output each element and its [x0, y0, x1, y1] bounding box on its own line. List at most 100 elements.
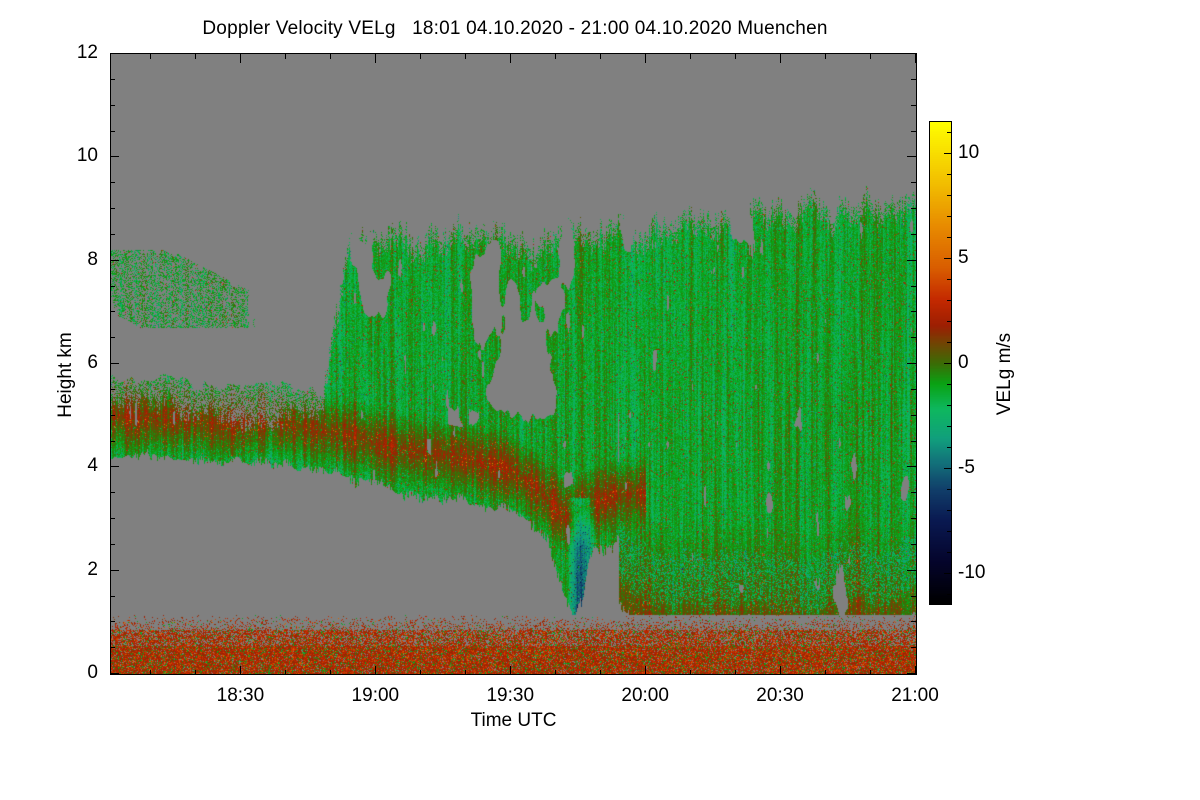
colorbar-tick-major	[944, 258, 952, 259]
y-tick-right	[911, 389, 916, 390]
colorbar-tick-minor	[947, 489, 952, 490]
x-tick-minor	[870, 670, 871, 675]
radar-heatmap-canvas	[111, 54, 916, 674]
y-tick-right	[911, 415, 916, 416]
x-tick-top	[690, 54, 691, 59]
colorbar-tick-major	[944, 153, 952, 154]
x-tick-top	[240, 54, 241, 63]
x-tick-top	[825, 54, 826, 59]
colorbar-tick-minor	[947, 342, 952, 343]
y-tick-right	[911, 286, 916, 287]
y-tick-right	[911, 337, 916, 338]
x-tick-top	[735, 54, 736, 59]
y-tick-minor	[110, 441, 115, 442]
colorbar-tick-label: 0	[958, 352, 969, 373]
x-tick-major	[510, 666, 511, 675]
y-tick-right	[911, 79, 916, 80]
x-tick-top	[645, 54, 646, 63]
y-tick-right	[907, 673, 916, 674]
radar-plot-area[interactable]	[110, 53, 917, 675]
colorbar-tick-minor	[947, 216, 952, 217]
colorbar-tick-major	[944, 573, 952, 574]
y-tick-minor	[110, 621, 115, 622]
x-tick-minor	[690, 670, 691, 675]
x-tick-minor	[600, 670, 601, 675]
y-tick-minor	[110, 492, 115, 493]
y-tick-right	[911, 492, 916, 493]
x-tick-minor	[195, 670, 196, 675]
x-tick-top	[780, 54, 781, 63]
y-tick-right	[911, 441, 916, 442]
y-tick-label: 6	[87, 352, 98, 373]
y-tick-right	[911, 182, 916, 183]
y-tick-label: 2	[87, 558, 98, 580]
colorbar-tick-minor	[947, 552, 952, 553]
y-tick-minor	[110, 544, 115, 545]
y-tick-right	[911, 647, 916, 648]
y-axis-title: Height km	[55, 332, 76, 418]
plot-title: Doppler Velocity VELg 18:01 04.10.2020 -…	[202, 18, 828, 39]
colorbar-tick-minor	[947, 300, 952, 301]
y-tick-minor	[110, 311, 115, 312]
x-tick-minor	[555, 670, 556, 675]
x-tick-top	[600, 54, 601, 59]
y-tick-major	[110, 570, 119, 571]
colorbar-tick-minor	[947, 321, 952, 322]
x-tick-top	[150, 54, 151, 59]
y-tick-minor	[110, 518, 115, 519]
y-tick-minor	[110, 286, 115, 287]
colorbar-tick-minor	[947, 132, 952, 133]
y-tick-right	[907, 53, 916, 54]
y-tick-label: 4	[87, 455, 98, 477]
y-tick-minor	[110, 131, 115, 132]
colorbar-tick-label: 5	[958, 247, 969, 269]
x-tick-label: 19:30	[486, 685, 535, 706]
y-tick-right	[911, 621, 916, 622]
x-tick-top	[420, 54, 421, 59]
colorbar-tick-minor	[947, 384, 952, 385]
x-tick-label: 20:30	[756, 685, 804, 706]
y-tick-right	[907, 466, 916, 467]
y-tick-minor	[110, 105, 115, 106]
colorbar-tick-minor	[947, 510, 952, 511]
colorbar-tick-minor	[947, 531, 952, 532]
x-tick-top	[330, 54, 331, 59]
y-tick-minor	[110, 389, 115, 390]
x-tick-major	[240, 666, 241, 675]
x-tick-minor	[825, 670, 826, 675]
x-tick-top	[555, 54, 556, 59]
y-tick-major	[110, 363, 119, 364]
x-tick-label: 20:00	[621, 685, 669, 706]
x-tick-top	[285, 54, 286, 59]
x-tick-label: 18:30	[216, 685, 265, 706]
colorbar-tick-minor	[947, 174, 952, 175]
x-tick-top	[870, 54, 871, 59]
y-tick-major	[110, 156, 119, 157]
colorbar-tick-minor	[947, 195, 952, 196]
x-tick-major	[780, 666, 781, 675]
x-tick-top	[915, 54, 916, 63]
y-tick-right	[911, 518, 916, 519]
y-tick-minor	[110, 596, 115, 597]
colorbar-tick-minor	[947, 426, 952, 427]
x-tick-top	[510, 54, 511, 63]
y-tick-label: 8	[87, 248, 98, 270]
colorbar-title: VELg m/s	[994, 332, 1015, 416]
colorbar-tick-label: 10	[958, 142, 980, 164]
x-tick-major	[645, 666, 646, 675]
y-tick-right	[911, 596, 916, 597]
colorbar-tick-minor	[947, 594, 952, 595]
y-tick-major	[110, 53, 119, 54]
colorbar-tick-major	[944, 363, 952, 364]
y-tick-right	[907, 156, 916, 157]
y-tick-right	[911, 208, 916, 209]
x-tick-minor	[420, 670, 421, 675]
x-tick-label: 21:00	[891, 685, 939, 706]
y-tick-right	[907, 363, 916, 364]
y-tick-right	[907, 570, 916, 571]
y-tick-minor	[110, 337, 115, 338]
y-tick-label: 10	[76, 145, 98, 167]
y-tick-label: 12	[76, 42, 98, 63]
colorbar-tick-minor	[947, 237, 952, 238]
